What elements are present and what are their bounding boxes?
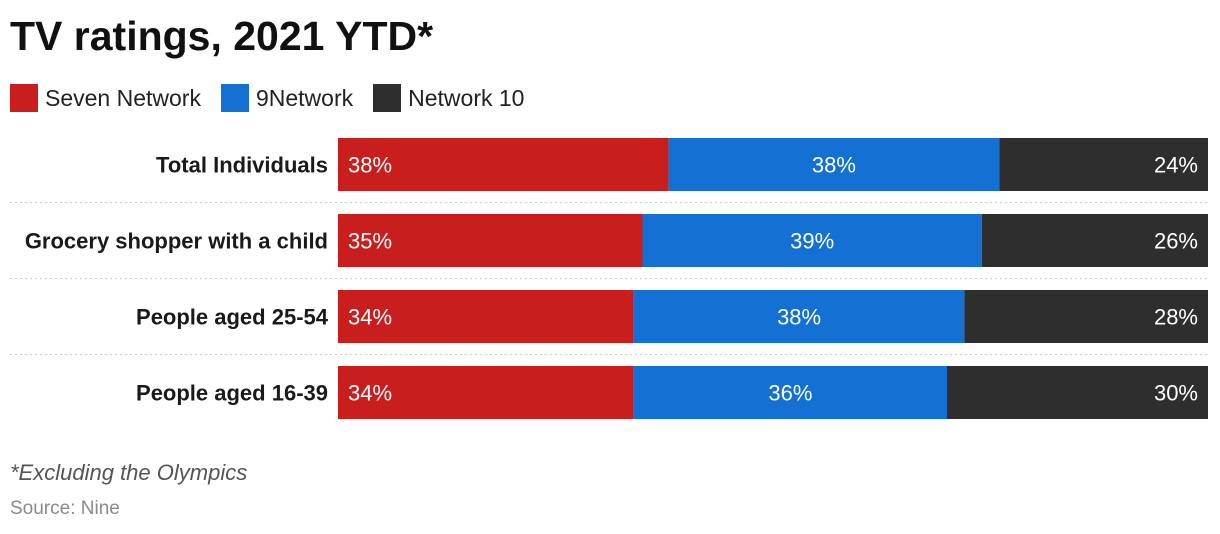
legend-label-nine: 9Network xyxy=(255,84,354,111)
bar-segment xyxy=(981,214,1208,267)
bar-segment xyxy=(642,214,982,267)
source-note: Source: Nine xyxy=(10,498,120,519)
data-label: 34% xyxy=(348,381,392,406)
bar-segment xyxy=(633,290,965,343)
data-label: 38% xyxy=(812,153,856,178)
bar-segment xyxy=(338,366,634,419)
legend-item-ten: Network 10 xyxy=(373,84,524,112)
category-label: Total Individuals xyxy=(156,153,328,178)
category-label: Grocery shopper with a child xyxy=(25,229,328,254)
legend-label-seven: Seven Network xyxy=(45,84,201,111)
chart-title: TV ratings, 2021 YTD* xyxy=(10,13,434,59)
data-label: 35% xyxy=(348,229,392,254)
data-label: 30% xyxy=(1154,381,1198,406)
data-label: 36% xyxy=(768,381,812,406)
bar-segment xyxy=(947,366,1208,419)
bar-segment xyxy=(338,214,643,267)
bar-segment xyxy=(338,290,634,343)
data-label: 28% xyxy=(1154,305,1198,330)
data-label: 34% xyxy=(348,305,392,330)
bar-segment xyxy=(338,138,669,191)
bar-segment xyxy=(999,138,1208,191)
footnote: *Excluding the Olympics xyxy=(10,460,248,485)
bar-segment xyxy=(633,366,947,419)
legend-swatch-nine xyxy=(220,84,249,112)
legend-swatch-ten xyxy=(373,84,402,112)
legend-swatch-seven xyxy=(10,84,38,112)
data-label: 26% xyxy=(1154,229,1198,254)
data-label: 38% xyxy=(348,153,392,178)
legend-label-ten: Network 10 xyxy=(408,84,525,111)
legend-item-nine: 9Network xyxy=(220,84,354,112)
category-label: People aged 16-39 xyxy=(136,381,328,406)
data-label: 24% xyxy=(1154,153,1198,178)
stacked-bar-chart: Total Individuals 38% 38% 24% Grocery shoppe… xyxy=(10,138,1208,419)
bar-segment xyxy=(964,290,1208,343)
legend: Seven Network 9Network Network 10 xyxy=(10,84,544,112)
bar-segment xyxy=(668,138,1000,191)
data-label: 38% xyxy=(777,305,821,330)
data-label: 39% xyxy=(790,229,834,254)
category-label: People aged 25-54 xyxy=(136,305,329,330)
legend-item-seven: Seven Network xyxy=(10,84,201,112)
